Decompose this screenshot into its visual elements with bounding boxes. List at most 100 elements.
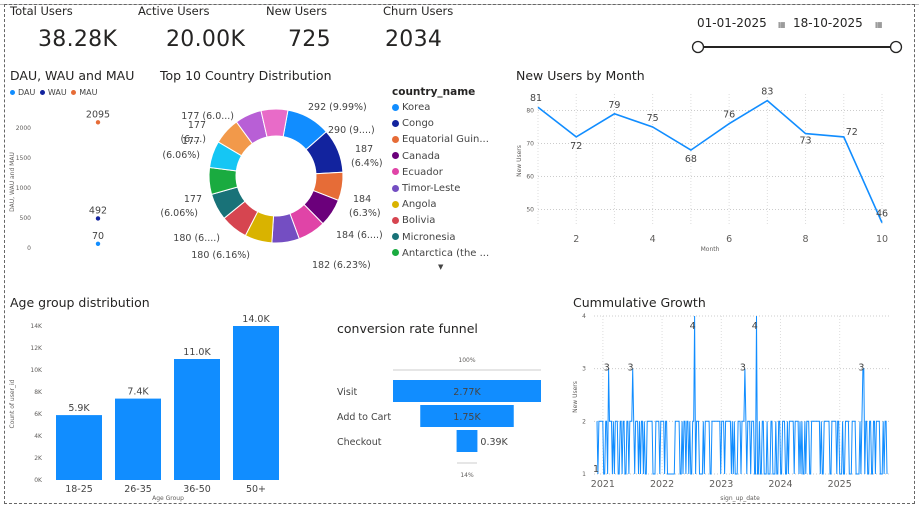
newusers-chart-title: New Users by Month: [516, 68, 645, 83]
kpi-churn-users-value: 2034: [385, 27, 443, 52]
date-range-slider[interactable]: [690, 38, 904, 56]
legend-label: WAU: [47, 88, 67, 97]
slice-label: 292 (9.99%): [308, 102, 367, 113]
country-chart-title: Top 10 Country Distribution: [160, 68, 332, 83]
y-tick-label: 1000: [16, 185, 31, 192]
legend-item[interactable]: Ecuador: [392, 167, 443, 178]
data-label: 4: [690, 321, 696, 332]
y-tick-label: 10K: [30, 367, 43, 374]
data-label: 46: [876, 209, 888, 220]
x-tick-label: 36-50: [183, 484, 211, 495]
legend-item[interactable]: Timor-Leste: [392, 183, 460, 194]
funnel-value-label: 2.77K: [453, 387, 481, 398]
legend-label: Korea: [402, 102, 431, 113]
data-label: 3: [740, 363, 746, 374]
data-label: 2095: [86, 109, 110, 120]
y-tick-label: 80: [526, 108, 534, 115]
legend-dot-icon: [392, 152, 399, 160]
calendar-icon[interactable]: ▦: [778, 20, 786, 29]
legend-scroll-down-icon[interactable]: ▼: [438, 263, 444, 271]
legend-item[interactable]: Antarctica (the ...: [392, 248, 489, 259]
funnel-bar: [420, 405, 514, 427]
slice-label: 180 (6.16%): [191, 250, 250, 261]
slice-label: 182 (6.23%): [312, 260, 371, 271]
funnel-value-label: 1.75K: [453, 412, 481, 423]
x-axis-title: Month: [701, 246, 720, 253]
slider-start-handle[interactable]: [691, 40, 705, 54]
bar: [56, 415, 102, 480]
legend-dot-icon: [392, 103, 399, 111]
x-tick-label: 2024: [768, 479, 792, 490]
legend-label: Antarctica (the ...: [402, 247, 490, 259]
legend-item[interactable]: Micronesia: [392, 232, 456, 243]
y-tick-label: 12K: [30, 345, 43, 352]
x-tick-label: 2025: [828, 479, 852, 490]
data-label: 4: [752, 321, 758, 332]
data-label: 83: [761, 87, 773, 98]
legend-item[interactable]: Angola: [392, 199, 437, 210]
dau-chart: 0 500 1000 1500 2000 DAU, WAU and MAU 70 492 209…: [9, 109, 110, 252]
x-tick-label: 10: [876, 234, 888, 245]
y-tick-label: 2: [582, 418, 586, 425]
kpi-active-users-value: 20.00K: [166, 27, 246, 52]
bar: [174, 359, 220, 480]
report-canvas-frame: [4, 4, 915, 504]
y-tick-label: 0: [27, 245, 31, 252]
slice-label: 184 (6....): [336, 230, 383, 241]
y-tick-label: 3: [582, 366, 586, 373]
y-tick-label: 8K: [34, 389, 43, 396]
y-tick-label: 2000: [16, 125, 31, 132]
kpi-new-users-value: 725: [288, 27, 331, 52]
funnel-chart: 100% Visit 2.77K Add to Cart 1.75K Checkout 0.…: [337, 357, 541, 479]
bar: [233, 326, 279, 480]
legend-label: Canada: [402, 150, 441, 162]
x-tick-label: 6: [726, 234, 732, 245]
date-start-input[interactable]: 01-01-2025: [691, 13, 781, 33]
data-label: 81: [530, 93, 542, 104]
x-tick-label: 2023: [709, 479, 733, 490]
y-tick-label: 1500: [16, 155, 31, 162]
data-label: 76: [723, 110, 735, 121]
x-tick-label: 2021: [591, 479, 615, 490]
bar: [115, 398, 161, 480]
legend-item[interactable]: Bolivia: [392, 215, 435, 226]
legend-dot-icon: [10, 90, 15, 95]
funnel-bottom-percent: 14%: [460, 472, 474, 479]
kpi-total-users-label: Total Users: [10, 4, 73, 18]
slice-label: 184: [353, 194, 371, 205]
x-axis-title: Age Group: [152, 495, 184, 502]
legend-dot-icon: [71, 90, 77, 95]
legend-item[interactable]: Congo: [392, 118, 434, 129]
data-label: 14.0K: [242, 314, 270, 325]
legend-label: Micronesia: [402, 231, 456, 243]
calendar-icon[interactable]: ▦: [875, 20, 883, 29]
legend-dot-icon: [392, 119, 399, 127]
data-label: 75: [647, 113, 659, 124]
legend-item[interactable]: Equatorial Guin...: [392, 134, 489, 145]
age-bar-chart: 0K 2K 4K 6K 8K 10K 12K 14K Count of user_id 5.9K 1…: [9, 314, 279, 502]
data-point: [95, 216, 101, 221]
funnel-value-label: 0.39K: [480, 437, 508, 448]
country-legend: country_name Korea Congo Equatorial Guin..…: [392, 86, 512, 266]
slider-end-handle[interactable]: [889, 40, 903, 54]
data-label: 70: [92, 231, 104, 242]
legend-label: Timor-Leste: [402, 183, 461, 194]
x-tick-label: 2: [573, 234, 579, 245]
funnel-stage-label: Visit: [337, 387, 358, 398]
legend-dot-icon: [392, 200, 399, 208]
y-axis-title: New Users: [572, 381, 579, 413]
legend-item[interactable]: Canada: [392, 151, 440, 162]
date-end-input[interactable]: 18-10-2025: [787, 13, 877, 33]
legend-item[interactable]: Korea: [392, 102, 430, 113]
y-axis-title: DAU, WAU and MAU: [9, 152, 16, 212]
slice-label: (6.4%): [351, 158, 383, 169]
legend-label: DAU: [18, 88, 36, 97]
data-label: 492: [89, 205, 107, 216]
data-label: 1: [593, 464, 599, 475]
country-donut-chart: 292 (9.99%) 290 (9....) 187 (6.4%) 184 (6.3%)…: [160, 102, 383, 271]
x-tick-label: 2022: [650, 479, 674, 490]
y-tick-label: 50: [526, 207, 534, 214]
kpi-churn-users-label: Churn Users: [383, 4, 454, 18]
slice-label: 177: [184, 194, 202, 205]
funnel-stage-label: Checkout: [337, 437, 382, 448]
